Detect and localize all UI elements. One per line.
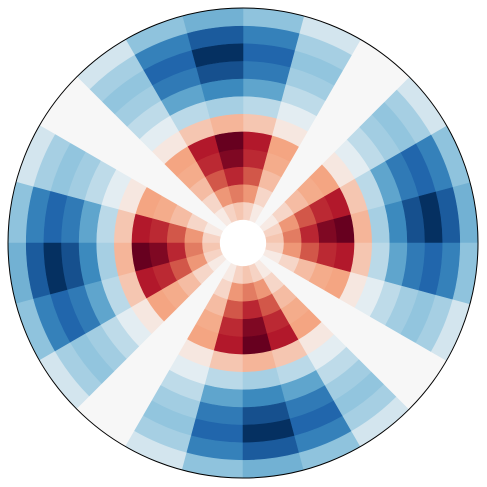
heatmap-cells [7, 7, 479, 479]
heatmap-cell [218, 316, 244, 338]
heatmap-cell [333, 213, 355, 244]
heatmap-cell [131, 213, 153, 244]
heatmap-cell [131, 242, 153, 273]
heatmap-cell [333, 242, 355, 273]
heatmap-cell [242, 131, 273, 153]
heatmap-cell [148, 218, 170, 244]
polar-frame [7, 7, 479, 479]
heatmap-cell [213, 333, 244, 355]
heatmap-cell [242, 148, 268, 170]
heatmap-cell [316, 242, 338, 268]
heatmap-cell [242, 333, 273, 355]
heatmap-cell [213, 131, 244, 153]
